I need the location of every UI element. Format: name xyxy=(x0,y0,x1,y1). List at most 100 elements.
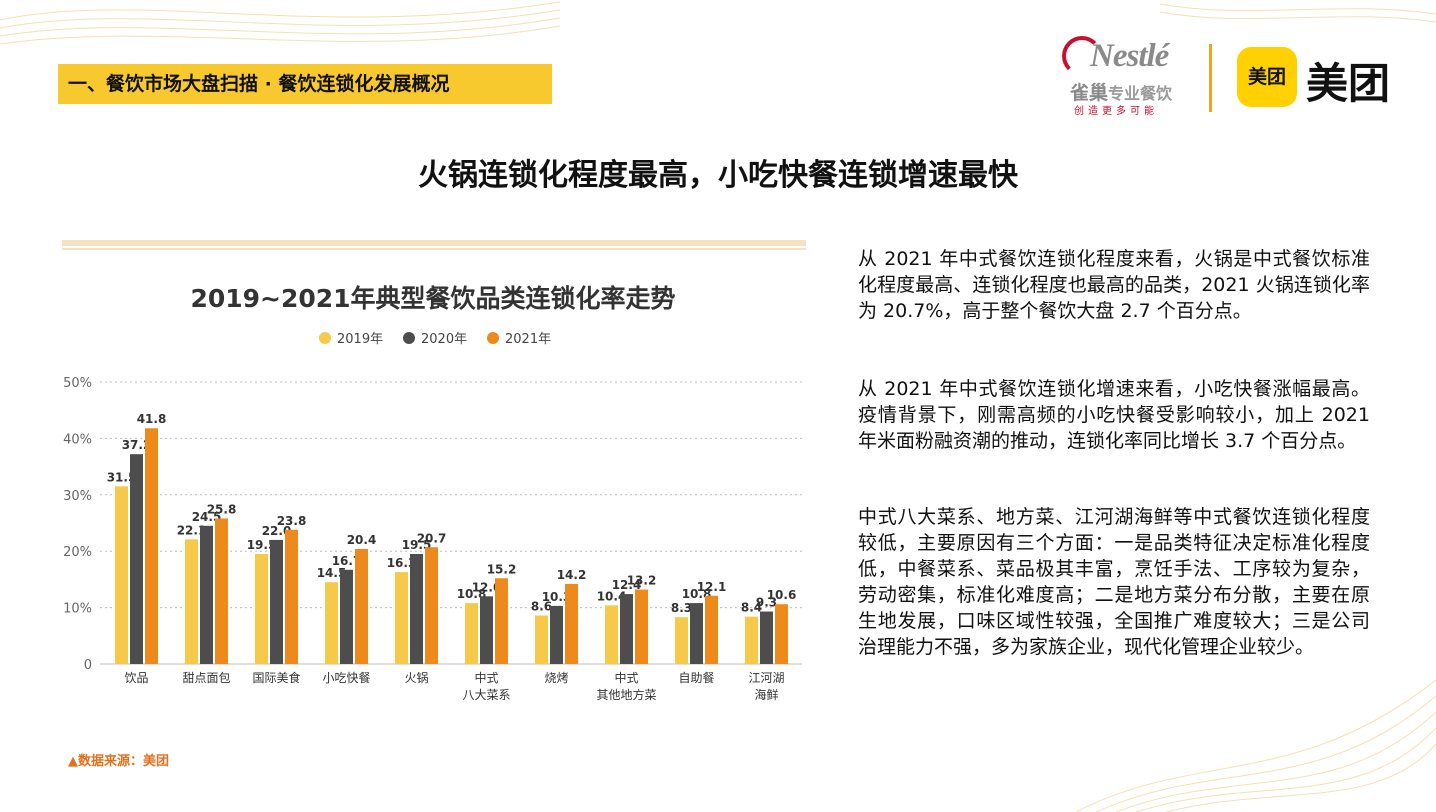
legend-marker-2 xyxy=(487,332,499,344)
nest-icon xyxy=(1062,36,1102,76)
bar-3-0 xyxy=(325,582,338,664)
y-tick-label-5: 50% xyxy=(63,376,92,391)
nestle-logo-cn-small: 专业餐饮 xyxy=(1108,84,1173,103)
bar-chart: 2019~2021年典型餐饮品类连锁化率走势 2019年 2020年 2021年 0 10… xyxy=(63,284,802,702)
data-label-7-0: 10.4 xyxy=(597,589,627,603)
nestle-logo: Nestlé 雀巢专业餐饮 创造更多可能 xyxy=(1062,36,1192,120)
x-tick-label-1: 甜点面包 xyxy=(182,671,230,685)
data-label-1-2: 25.8 xyxy=(207,502,237,516)
x-tick-label-9: 江河湖海鲜 xyxy=(748,670,784,702)
data-label-4-2: 20.7 xyxy=(417,531,447,545)
data-label-3-1: 16.7 xyxy=(332,554,362,568)
data-label-3-2: 20.4 xyxy=(347,533,377,547)
data-label-1-1: 24.5 xyxy=(192,510,222,524)
bar-1-1 xyxy=(200,525,213,664)
bar-0-2 xyxy=(145,428,158,664)
bar-1-0 xyxy=(185,539,198,664)
x-tick-label-5: 中式八大菜系 xyxy=(462,670,510,702)
data-label-4-0: 16.3 xyxy=(387,556,417,570)
bar-0-0 xyxy=(115,486,128,664)
data-source-note: ▲数据来源：美团 xyxy=(68,754,169,769)
data-label-5-1: 12.0 xyxy=(472,580,502,594)
bar-8-0 xyxy=(675,617,688,664)
legend-label-1: 2020年 xyxy=(421,332,467,347)
data-label-7-1: 12.4 xyxy=(612,578,642,592)
data-label-2-0: 19.5 xyxy=(247,538,277,552)
data-label-0-0: 31.5 xyxy=(107,470,137,484)
nestle-logo-cn: 雀巢专业餐饮 xyxy=(1070,78,1172,105)
data-label-6-0: 8.6 xyxy=(531,599,552,613)
bar-9-0 xyxy=(745,616,758,664)
legend-label-0: 2019年 xyxy=(337,332,383,347)
bar-2-0 xyxy=(255,554,268,664)
x-tick-label-8: 自助餐 xyxy=(678,670,714,685)
bar-9-2 xyxy=(775,604,788,664)
section-tag: 一、餐饮市场大盘扫描 · 餐饮连锁化发展概况 xyxy=(58,64,552,104)
x-tick-label-4: 火锅 xyxy=(404,670,428,685)
data-label-9-0: 8.4 xyxy=(741,601,762,615)
paragraph-3: 中式八大菜系、地方菜、江河湖海鲜等中式餐饮连锁化程度较低，主要原因有三个方面：一… xyxy=(858,506,1370,658)
top-right-swirl-decoration xyxy=(1160,3,1436,23)
data-label-8-1: 10.8 xyxy=(682,587,712,601)
y-tick-label-1: 10% xyxy=(63,602,92,617)
data-label-9-1: 9.3 xyxy=(756,596,777,610)
x-tick-label-3: 小吃快餐 xyxy=(322,670,370,685)
y-tick-label-3: 30% xyxy=(63,489,92,504)
bar-3-2 xyxy=(355,548,368,664)
bottom-right-swirl-decoration xyxy=(1076,679,1436,812)
bar-6-1 xyxy=(550,605,563,664)
logo-divider xyxy=(1209,44,1212,112)
chart-top-band-thin xyxy=(62,248,806,250)
page-title: 火锅连锁化程度最高，小吃快餐连锁增速最快 xyxy=(418,158,1018,193)
data-label-4-1: 19.5 xyxy=(402,538,432,552)
bar-6-2 xyxy=(565,583,578,664)
bar-6-0 xyxy=(535,615,548,664)
bar-7-1 xyxy=(620,594,633,664)
bar-0-1 xyxy=(130,454,143,664)
data-label-0-1: 37.2 xyxy=(122,438,152,452)
data-label-8-0: 8.3 xyxy=(671,601,692,615)
bar-7-0 xyxy=(605,605,618,664)
bar-8-1 xyxy=(690,603,703,664)
data-label-2-1: 22.0 xyxy=(262,524,292,538)
data-label-5-2: 15.2 xyxy=(487,562,517,576)
data-label-7-2: 13.2 xyxy=(627,574,657,588)
nestle-logo-word: Nestlé xyxy=(1090,38,1169,74)
y-tick-label-4: 40% xyxy=(63,432,92,447)
x-tick-label-0: 饮品 xyxy=(124,671,148,685)
bar-4-0 xyxy=(395,572,408,664)
meituan-word-logo: 美团 xyxy=(1306,59,1391,108)
y-tick-label-0: 0 xyxy=(84,658,92,673)
bar-5-0 xyxy=(465,603,478,664)
data-label-6-2: 14.2 xyxy=(557,568,587,582)
nestle-logo-cn-big: 雀巢 xyxy=(1070,82,1109,104)
legend-label-2: 2021年 xyxy=(505,332,551,347)
x-tick-label-2: 国际美食 xyxy=(252,670,300,685)
legend-marker-1 xyxy=(403,332,415,344)
bar-2-1 xyxy=(270,539,283,664)
data-label-8-2: 12.1 xyxy=(697,580,727,594)
paragraph-1: 从 2021 年中式餐饮连锁化程度来看，火锅是中式餐饮标准化程度最高、连锁化程度… xyxy=(858,248,1370,322)
x-tick-label-6: 烧烤 xyxy=(544,670,568,685)
data-label-0-2: 41.8 xyxy=(137,412,167,426)
bar-5-2 xyxy=(495,578,508,664)
chart-title: 2019~2021年典型餐饮品类连锁化率走势 xyxy=(190,284,675,313)
bar-8-2 xyxy=(705,595,718,664)
bar-2-2 xyxy=(285,529,298,664)
bar-3-1 xyxy=(340,569,353,664)
chart-top-band xyxy=(62,240,806,246)
bar-7-2 xyxy=(635,589,648,664)
legend-marker-0 xyxy=(319,332,331,344)
nestle-slogan: 创造更多可能 xyxy=(1074,106,1158,117)
data-label-2-2: 23.8 xyxy=(277,514,307,528)
meituan-badge-logo: 美团 xyxy=(1237,47,1297,107)
data-label-6-1: 10.3 xyxy=(542,590,572,604)
bar-1-2 xyxy=(215,518,228,664)
bar-4-2 xyxy=(425,547,438,664)
data-label-3-0: 14.5 xyxy=(317,566,347,580)
data-label-9-2: 10.6 xyxy=(767,588,797,602)
x-tick-label-7: 中式其他地方菜 xyxy=(596,670,656,702)
bar-4-1 xyxy=(410,554,423,664)
bar-9-1 xyxy=(760,611,773,664)
data-label-1-0: 22.1 xyxy=(177,523,207,537)
